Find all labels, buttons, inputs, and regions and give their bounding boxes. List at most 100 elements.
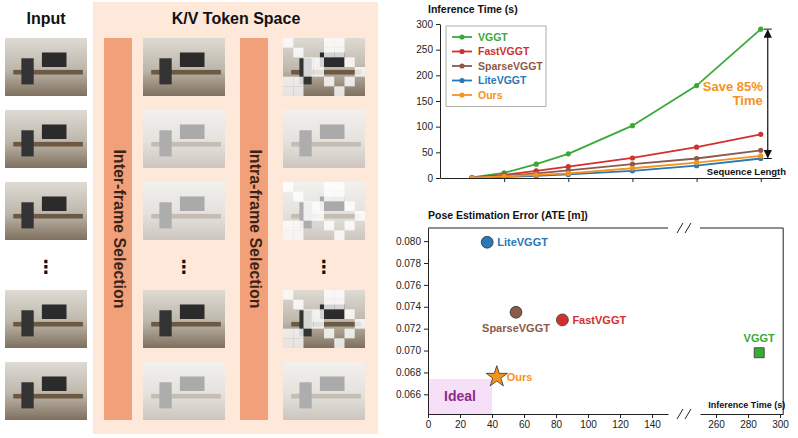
mask-cell bbox=[334, 290, 344, 300]
legend-label: LiteVGGT bbox=[478, 74, 527, 86]
mask-cell bbox=[334, 192, 344, 202]
image-monitor bbox=[42, 305, 67, 320]
image-chair bbox=[21, 130, 33, 156]
tick-label: 300 bbox=[416, 19, 433, 30]
series-point bbox=[469, 175, 474, 178]
series-point bbox=[469, 175, 474, 178]
mask-cell bbox=[324, 329, 334, 339]
tick-mark bbox=[492, 414, 493, 418]
figure: InputK/V Token Space⋮⋮⋮Inter-frame Selec… bbox=[0, 0, 798, 438]
legend-label: VGGT bbox=[478, 31, 508, 43]
tick-mark bbox=[436, 127, 440, 128]
image-chair bbox=[21, 58, 33, 84]
series-point bbox=[630, 123, 635, 128]
legend: VGGTFastVGGTSparseVGGTLiteVGGTOurs bbox=[446, 26, 546, 107]
mask-cell bbox=[334, 182, 344, 192]
tick-label: 0.076 bbox=[396, 280, 421, 291]
tick-mark bbox=[697, 178, 698, 182]
tick-label: 0.066 bbox=[396, 389, 421, 400]
mask-cell bbox=[345, 57, 355, 67]
token-space-title: K/V Token Space bbox=[172, 10, 301, 27]
tick-mark bbox=[632, 178, 633, 182]
tick: 260 bbox=[708, 414, 725, 430]
legend-label: Ours bbox=[478, 89, 503, 101]
scatter-point bbox=[556, 314, 568, 326]
mask-cell bbox=[304, 57, 314, 67]
tick: 0.070 bbox=[396, 345, 428, 356]
mask-cell bbox=[314, 309, 324, 319]
tick: 140 bbox=[644, 414, 661, 430]
mask-cell bbox=[355, 67, 365, 77]
tick: 0 bbox=[426, 414, 432, 430]
mask-cell bbox=[304, 201, 314, 211]
annotation-text: Save 85%Time bbox=[703, 79, 763, 108]
legend-box bbox=[446, 26, 546, 107]
mask-cell bbox=[304, 211, 314, 221]
image-chair bbox=[21, 310, 33, 336]
point-labels: LiteVGGTSparseVGGTFastVGGTVGGTOurs bbox=[482, 236, 775, 383]
frame-top bbox=[428, 228, 668, 229]
stage-bar bbox=[240, 38, 268, 420]
mask-cell bbox=[334, 230, 344, 240]
tick-mark bbox=[424, 285, 428, 286]
mask-cell bbox=[293, 230, 303, 240]
axis-break-mark bbox=[677, 223, 683, 233]
mask-cell bbox=[293, 48, 303, 58]
x-axis bbox=[441, 178, 781, 182]
image-bg bbox=[143, 182, 225, 240]
x-axis-title: Sequence Length bbox=[707, 166, 786, 177]
ideal-label: Ideal bbox=[444, 388, 476, 404]
image-chair bbox=[159, 58, 171, 84]
fade-overlay bbox=[283, 362, 365, 420]
mask-cell bbox=[324, 192, 334, 202]
frame-image bbox=[283, 290, 365, 348]
axis-break-mark bbox=[685, 409, 691, 419]
mask-cell bbox=[345, 329, 355, 339]
tick-mark bbox=[424, 351, 428, 352]
mask-cell bbox=[345, 77, 355, 87]
point-label: SparseVGGT bbox=[482, 322, 550, 334]
mask-cell bbox=[304, 319, 314, 329]
tick-mark bbox=[761, 178, 762, 182]
frame-image bbox=[5, 290, 87, 348]
image-bg bbox=[5, 362, 87, 420]
mask-cell bbox=[324, 48, 334, 58]
tick: 80 bbox=[551, 414, 563, 430]
frame-image bbox=[5, 110, 87, 168]
stage-label: Intra-frame Selection bbox=[247, 149, 264, 308]
scatter-chart: Pose Estimation Error (ATE [m])Ideal0.06… bbox=[396, 209, 789, 430]
tick-mark bbox=[436, 178, 440, 179]
mask-cell bbox=[355, 319, 365, 329]
tick-label: 80 bbox=[551, 419, 563, 430]
input-title: Input bbox=[26, 10, 66, 27]
legend-marker bbox=[459, 34, 464, 39]
diagram: InputK/V Token Space⋮⋮⋮Inter-frame Selec… bbox=[5, 2, 378, 434]
series-point bbox=[630, 155, 635, 160]
tick-mark bbox=[556, 414, 557, 418]
image-bg bbox=[5, 110, 87, 168]
tick-mark bbox=[652, 414, 653, 418]
tick-mark bbox=[436, 152, 440, 153]
mask-cell bbox=[293, 221, 303, 231]
mask-cell bbox=[314, 67, 324, 77]
x-axis-right: 260280300 bbox=[701, 414, 790, 430]
stage-label: Inter-frame Selection bbox=[111, 149, 128, 308]
mask-cell bbox=[293, 192, 303, 202]
tick: 250 bbox=[416, 44, 440, 55]
tick-label: 60 bbox=[519, 419, 531, 430]
tick-mark bbox=[620, 414, 621, 418]
image-bg bbox=[143, 38, 225, 96]
chart-title: Inference Time (s) bbox=[428, 3, 518, 15]
point-label: FastVGGT bbox=[572, 314, 626, 326]
frame-right bbox=[783, 228, 784, 414]
mask-cell bbox=[283, 329, 293, 339]
series-point bbox=[534, 172, 539, 177]
image-bg bbox=[5, 38, 87, 96]
mask-cell bbox=[283, 290, 293, 300]
image-chair bbox=[21, 202, 33, 228]
series-point bbox=[694, 83, 699, 88]
tick-label: 40 bbox=[487, 419, 499, 430]
annotation-region-group bbox=[428, 379, 492, 414]
tick-mark bbox=[524, 414, 525, 418]
image-chair bbox=[21, 382, 33, 408]
